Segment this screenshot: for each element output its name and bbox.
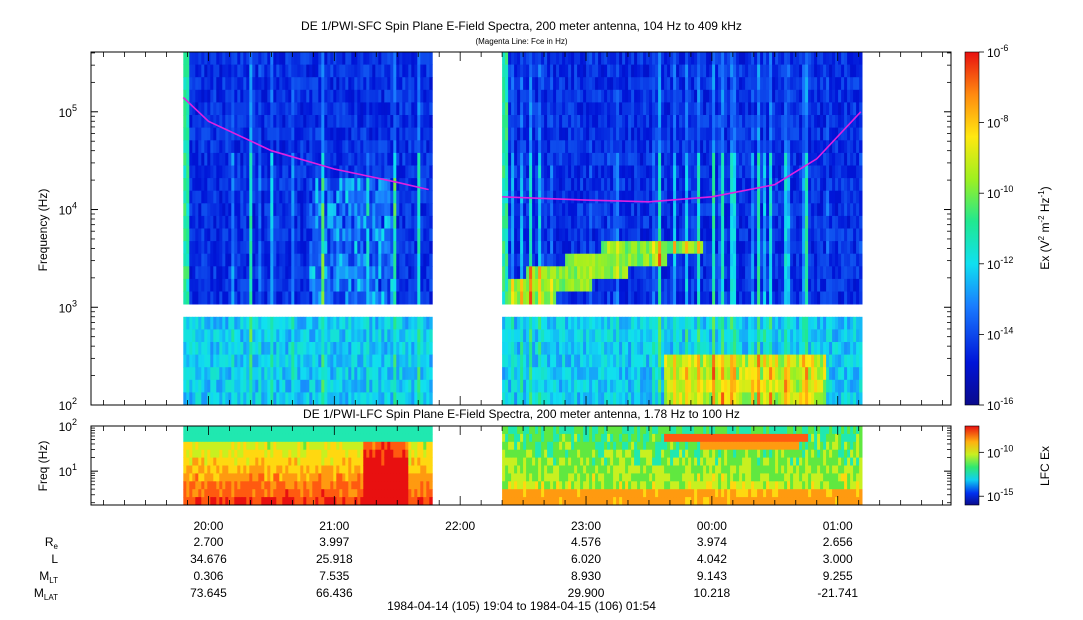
ephemeris-value: 6.020 — [571, 552, 601, 566]
ephemeris-value: 8.930 — [571, 569, 601, 583]
ephemeris-value: 9.143 — [697, 569, 727, 583]
top-y-axis: 102 103 104 105 — [59, 52, 951, 413]
time-axis: 20:00 21:00 22:00 23:00 00:00 01:00 — [103, 52, 944, 533]
x-tick-label: 22:00 — [445, 519, 475, 533]
top-colorbar-tick-label: 10-8 — [987, 114, 1008, 131]
x-tick-label: 23:00 — [571, 519, 601, 533]
ephemeris-value: 9.255 — [823, 569, 853, 583]
top-colorbar-tick-label: 10-6 — [987, 43, 1008, 60]
ephemeris-value: 2.700 — [193, 535, 223, 549]
top-colorbar — [964, 51, 980, 406]
bottom-y-axis-label: Freq (Hz) — [36, 441, 50, 492]
top-colorbar-tick-label: 10-10 — [987, 184, 1013, 201]
ephemeris-row-label: MLT — [39, 569, 58, 585]
ephemeris-value: 10.218 — [694, 586, 731, 600]
bottom-panel-frame — [90, 425, 952, 506]
top-colorbar-label: Ex (V2 m-2 Hz-1) — [1037, 186, 1052, 269]
top-panel-title: DE 1/PWI-SFC Spin Plane E-Field Spectra,… — [301, 19, 742, 33]
fce-line-segment-1 — [502, 111, 862, 203]
fce-line-segment-0 — [182, 96, 429, 191]
x-tick-label: 00:00 — [697, 519, 727, 533]
top-y-axis-label: Frequency (Hz) — [36, 189, 50, 272]
bottom-y-tick-label: 102 — [59, 417, 77, 434]
bottom-colorbar-label: LFC Ex — [1038, 446, 1052, 486]
ephemeris-row-label: L — [51, 552, 58, 566]
top-colorbar-tick-label: 10-16 — [987, 396, 1013, 413]
ephemeris-value: 4.576 — [571, 535, 601, 549]
top-colorbar-tick-label: 10-14 — [987, 325, 1013, 342]
top-panel-subtitle: (Magenta Line: Fce in Hz) — [475, 37, 568, 46]
fce-line-layer — [182, 96, 862, 203]
ephemeris-value: 7.535 — [319, 569, 349, 583]
bottom-colorbar-ticks: 10-10 10-15 — [979, 443, 1013, 504]
bottom-colorbar-tick-label: 10-10 — [987, 443, 1013, 460]
x-tick-label: 21:00 — [319, 519, 349, 533]
bottom-colorbar — [964, 425, 980, 506]
top-y-tick-label: 103 — [59, 298, 77, 315]
ephemeris-value: 3.974 — [697, 535, 727, 549]
time-range-label: 1984-04-14 (105) 19:04 to 1984-04-15 (10… — [387, 599, 656, 613]
ephemeris-value: 2.656 — [823, 535, 853, 549]
ephemeris-value: -21.741 — [817, 586, 858, 600]
ephemeris-value: 4.042 — [697, 552, 727, 566]
bottom-spectrogram — [183, 426, 863, 505]
bottom-colorbar-tick-label: 10-15 — [987, 487, 1013, 504]
ephemeris-value: 3.000 — [823, 552, 853, 566]
top-y-tick-label: 104 — [59, 201, 77, 218]
top-panel-frame — [90, 51, 952, 406]
ephemeris-table: Re 2.700 3.997 4.576 3.974 2.656 L 34.676 25.918… — [34, 535, 858, 602]
ephemeris-value: 0.306 — [193, 569, 223, 583]
ephemeris-value: 34.676 — [190, 552, 227, 566]
ephemeris-value: 25.918 — [316, 552, 353, 566]
top-colorbar-tick-label: 10-12 — [987, 255, 1013, 272]
top-colorbar-ticks: 10-6 10-8 10-10 10-12 10-14 10-16 — [979, 43, 1013, 413]
ephemeris-value: 66.436 — [316, 586, 353, 600]
ephemeris-value: 3.997 — [319, 535, 349, 549]
ephemeris-value: 29.900 — [568, 586, 605, 600]
bottom-y-tick-label: 101 — [59, 462, 77, 479]
ephemeris-value: 73.645 — [190, 586, 227, 600]
ephemeris-row-label: Re — [45, 535, 59, 551]
top-y-tick-label: 102 — [59, 396, 77, 413]
x-tick-label: 01:00 — [823, 519, 853, 533]
top-y-tick-label: 105 — [59, 103, 77, 120]
top-spectrogram — [183, 52, 863, 405]
x-tick-label: 20:00 — [193, 519, 223, 533]
bottom-panel-title: DE 1/PWI-LFC Spin Plane E-Field Spectra,… — [303, 407, 740, 421]
